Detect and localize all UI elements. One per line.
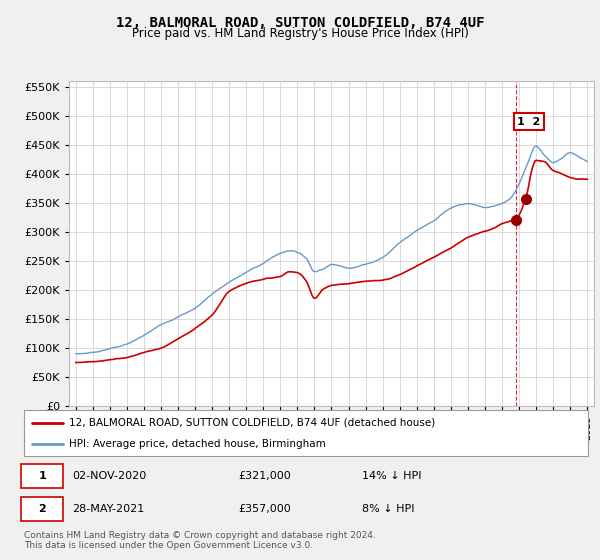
Text: 28-MAY-2021: 28-MAY-2021 xyxy=(72,504,144,514)
FancyBboxPatch shape xyxy=(21,497,64,521)
Text: HPI: Average price, detached house, Birmingham: HPI: Average price, detached house, Birm… xyxy=(69,439,326,449)
Text: 2: 2 xyxy=(38,504,46,514)
Text: 02-NOV-2020: 02-NOV-2020 xyxy=(72,471,146,481)
FancyBboxPatch shape xyxy=(24,410,588,456)
Text: £321,000: £321,000 xyxy=(238,471,291,481)
Text: Price paid vs. HM Land Registry's House Price Index (HPI): Price paid vs. HM Land Registry's House … xyxy=(131,27,469,40)
Text: 12, BALMORAL ROAD, SUTTON COLDFIELD, B74 4UF (detached house): 12, BALMORAL ROAD, SUTTON COLDFIELD, B74… xyxy=(69,418,436,428)
FancyBboxPatch shape xyxy=(21,464,64,488)
Text: 1  2: 1 2 xyxy=(517,117,541,127)
Text: 1: 1 xyxy=(38,471,46,481)
Text: 8% ↓ HPI: 8% ↓ HPI xyxy=(362,504,415,514)
Text: £357,000: £357,000 xyxy=(238,504,291,514)
Text: 12, BALMORAL ROAD, SUTTON COLDFIELD, B74 4UF: 12, BALMORAL ROAD, SUTTON COLDFIELD, B74… xyxy=(116,16,484,30)
Text: Contains HM Land Registry data © Crown copyright and database right 2024.
This d: Contains HM Land Registry data © Crown c… xyxy=(24,531,376,550)
Text: 14% ↓ HPI: 14% ↓ HPI xyxy=(362,471,422,481)
